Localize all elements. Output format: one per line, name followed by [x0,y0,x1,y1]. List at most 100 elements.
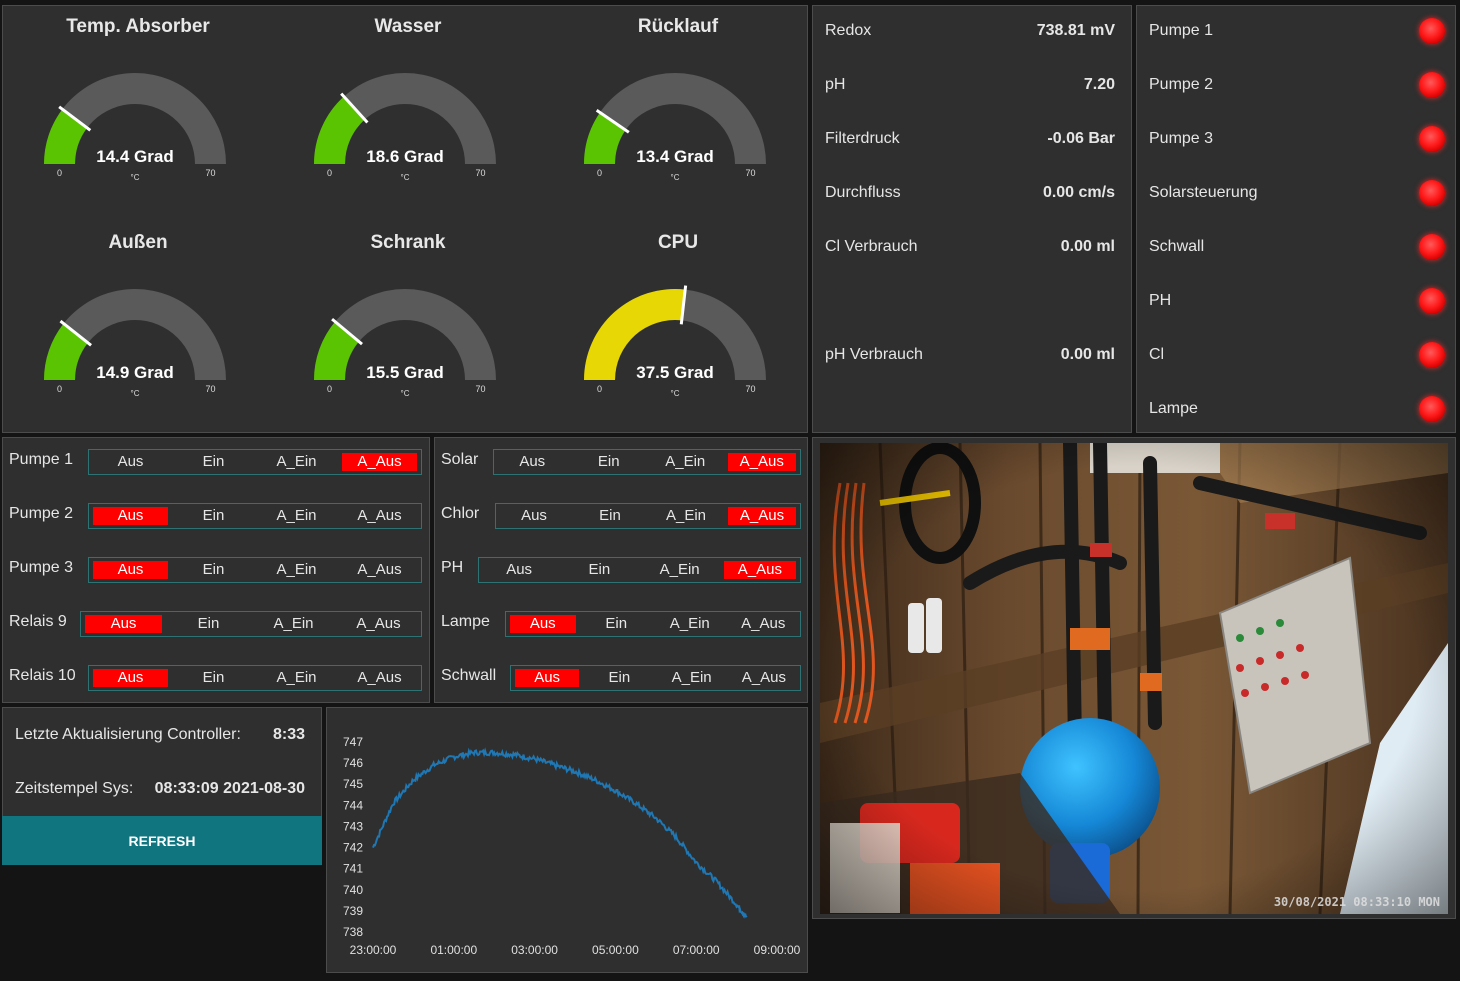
y-tick-label: 747 [343,735,363,749]
camera-timestamp: 30/08/2021 08:33:10 MON [1274,895,1440,909]
switch-option-a-aus[interactable]: A_Aus [357,561,402,578]
switch-option-a-ein[interactable]: A_Ein [665,507,707,524]
switch-option-a-aus[interactable]: A_Aus [357,669,402,686]
switch-option-aus[interactable]: Aus [510,615,576,633]
switch-option-ein[interactable]: Ein [597,453,620,470]
gauge-unit: °C [671,173,680,182]
info-panel: Letzte Aktualisierung Controller: 8:33 Z… [2,707,322,817]
redox-chart-panel: 747 746 745 744 743 742 741 740 739 738 23:00:00 01… [326,707,808,973]
switch-option-aus[interactable]: Aus [519,453,546,470]
switch-option-aus[interactable]: Aus [117,453,144,470]
switch-option-ein[interactable]: Ein [202,507,225,524]
gauge-1: Wasser 18.6 Grad °C 0 70 [273,6,543,222]
gauge-min: 0 [57,384,62,394]
switch-option-aus[interactable]: Aus [85,615,162,633]
gauge-2: Rücklauf 13.4 Grad °C 0 70 [543,6,813,222]
switch-row: Pumpe 3 Aus Ein A_Ein A_Aus [3,557,429,583]
switch-option-aus[interactable]: Aus [515,669,580,687]
switch-option-a-ein[interactable]: A_Ein [671,669,712,686]
switch-row: Lampe Aus Ein A_Ein A_Aus [435,611,807,637]
switch-segmented-control: Aus Ein A_Ein A_Aus [493,449,801,475]
gauge-unit: °C [671,389,680,398]
switch-option-ein[interactable]: Ein [202,453,225,470]
gauge-track [314,289,496,380]
gauge-needle [58,105,92,132]
switch-option-a-ein[interactable]: A_Ein [665,453,706,470]
switch-option-ein[interactable]: Ein [197,615,220,632]
x-tick-label: 07:00:00 [673,943,720,957]
sensor-value: 738.81 mV [1036,22,1115,39]
x-tick-label: 09:00:00 [754,943,801,957]
switch-option-ein[interactable]: Ein [588,561,611,578]
switch-option-a-ein[interactable]: A_Ein [276,453,317,470]
switch-option-aus[interactable]: Aus [506,561,533,578]
switch-option-a-aus[interactable]: A_Aus [741,669,786,686]
switch-label: Pumpe 2 [9,505,74,522]
switch-option-aus[interactable]: Aus [93,561,168,579]
switch-option-a-ein[interactable]: A_Ein [276,561,317,578]
gauge-needle [679,285,688,325]
switch-option-a-ein[interactable]: A_Ein [669,615,710,632]
switch-row: Chlor Aus Ein A_Ein A_Aus [435,503,807,529]
switch-option-aus[interactable]: Aus [521,507,547,524]
gauge-needle [340,92,369,124]
sensor-label: Redox [825,22,872,39]
gauge-unit: °C [131,173,140,182]
switch-label: Relais 9 [9,613,67,630]
refresh-button[interactable]: REFRESH [2,816,322,865]
switch-option-a-aus[interactable]: A_Aus [357,507,402,524]
sensor-value: 7.20 [1083,76,1115,93]
status-label: Solarsteuerung [1149,184,1258,201]
switch-option-a-aus[interactable]: A_Aus [356,615,401,632]
sensor-row: pH 7.20 [825,76,1115,100]
gauge-min: 0 [597,384,602,394]
gauge-value: 18.6 Grad [366,147,444,166]
gauge-title: Wasser [374,16,442,37]
gauge-min: 0 [327,168,332,178]
sensor-label: Durchfluss [825,184,901,201]
status-label: Cl [1149,346,1165,363]
switch-option-a-ein[interactable]: A_Ein [273,615,314,632]
camera-image: 30/08/2021 08:33:10 MON [820,443,1448,914]
switch-option-a-ein[interactable]: A_Ein [276,669,317,686]
gauge-track [314,73,496,164]
status-label: Schwall [1149,238,1205,255]
switch-option-a-ein[interactable]: A_Ein [276,507,317,524]
switch-row: Solar Aus Ein A_Ein A_Aus [435,449,807,475]
status-led-icon [1419,126,1445,152]
switch-option-a-ein[interactable]: A_Ein [659,561,700,578]
switch-option-ein[interactable]: Ein [599,507,621,524]
switch-option-a-aus[interactable]: A_Aus [342,453,417,471]
switch-option-ein[interactable]: Ein [202,561,225,578]
gauge-max: 70 [475,168,485,178]
switch-label: PH [441,559,464,576]
status-panel: Pumpe 1 Pumpe 2 Pumpe 3 Solarsteuerung S… [1136,5,1456,433]
switch-option-a-aus[interactable]: A_Aus [741,615,786,632]
status-row: Schwall [1149,234,1455,264]
sensor-value: 0.00 ml [1060,238,1115,255]
gauge-title: Außen [108,232,168,253]
status-label: Pumpe 3 [1149,130,1214,147]
status-label: Pumpe 1 [1149,22,1214,39]
switch-label: Lampe [441,613,490,630]
sensor-label: Cl Verbrauch [825,238,918,255]
switch-option-ein[interactable]: Ein [608,669,631,686]
switch-segmented-control: Aus Ein A_Ein A_Aus [478,557,801,583]
y-tick-label: 739 [343,904,363,918]
sensor-label: pH [825,76,846,93]
y-tick-label: 740 [343,883,363,897]
switch-option-a-aus[interactable]: A_Aus [727,453,796,471]
y-tick-label: 746 [343,756,363,770]
switch-option-a-aus[interactable]: A_Aus [723,561,796,579]
gauge-title: Schrank [370,232,446,253]
switch-row: Pumpe 2 Aus Ein A_Ein A_Aus [3,503,429,529]
status-led-icon [1419,396,1445,422]
y-tick-label: 744 [343,798,363,812]
switch-option-ein[interactable]: Ein [605,615,628,632]
sensor-label: Filterdruck [825,130,900,147]
gauge-track [44,289,226,380]
switch-option-aus[interactable]: Aus [93,669,168,687]
switch-option-a-aus[interactable]: A_Aus [728,507,796,525]
switch-option-ein[interactable]: Ein [202,669,225,686]
switch-option-aus[interactable]: Aus [93,507,168,525]
